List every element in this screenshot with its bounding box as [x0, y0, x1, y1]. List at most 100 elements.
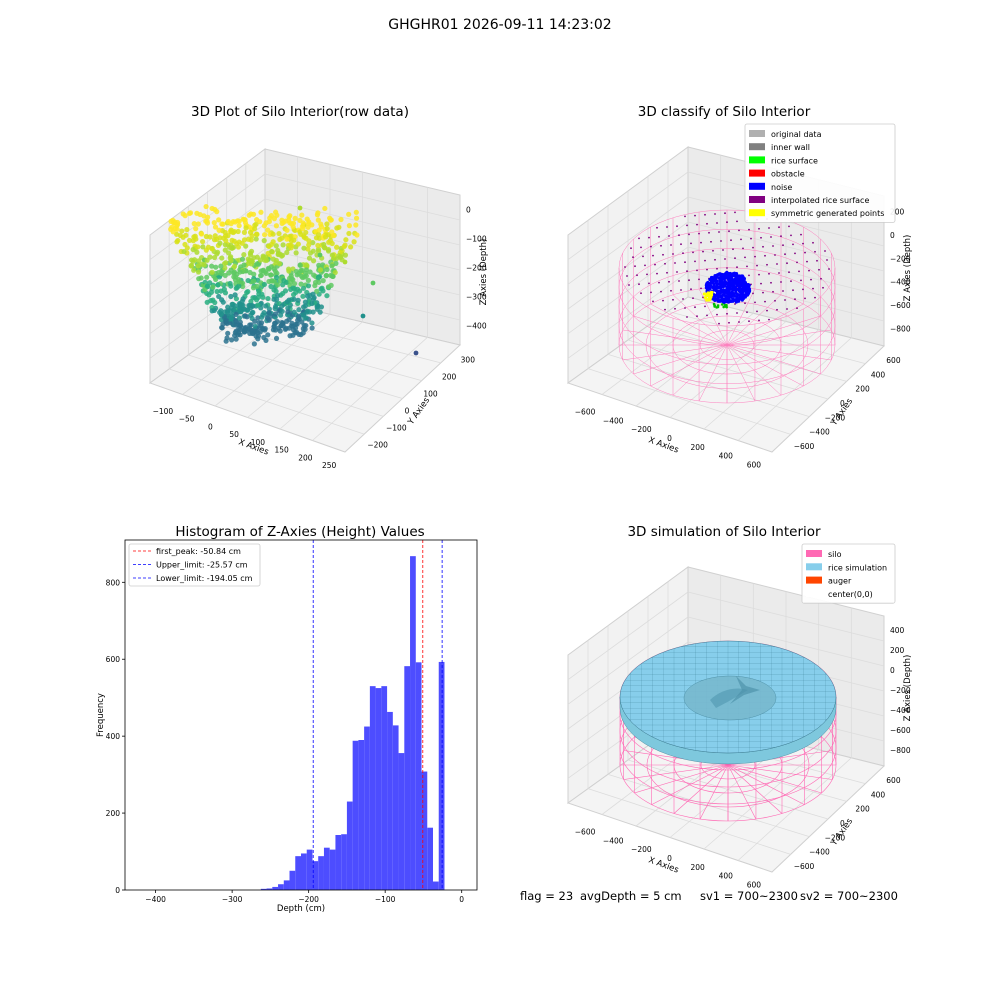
- classify-noise-point: [742, 281, 746, 286]
- raw-data-point: [343, 237, 349, 243]
- raw-data-point: [286, 266, 292, 272]
- raw-data-point: [218, 263, 224, 269]
- raw-data-point: [354, 232, 360, 238]
- histogram-bar: [266, 888, 273, 890]
- raw-z-tick: −300: [466, 293, 487, 302]
- raw-data-point: [279, 303, 285, 309]
- raw-data-point: [284, 236, 290, 242]
- raw-data-point: [325, 247, 332, 253]
- raw-data-point: [294, 321, 300, 327]
- classify-noise-point: [711, 285, 715, 289]
- classify-symmetric-point: [707, 292, 711, 296]
- classify-noise-point: [711, 297, 715, 301]
- classify-symmetric-point: [709, 290, 714, 295]
- raw-data-point: [188, 263, 194, 269]
- simulation-plot-title: 3D simulation of Silo Interior: [627, 524, 821, 540]
- classify-noise-point: [719, 297, 724, 302]
- raw-data-point: [280, 242, 286, 248]
- classify-noise-point: [731, 291, 735, 296]
- classify-z-label: Z Axies (Depth): [903, 235, 913, 302]
- histogram-bar: [381, 686, 388, 890]
- raw-data-point: [280, 282, 286, 288]
- raw-data-point: [240, 325, 247, 331]
- classify-rice-point: [712, 302, 716, 306]
- classify-y-tick: −200: [825, 413, 846, 422]
- classify-noise-point: [710, 276, 714, 280]
- classify-noise-point: [722, 298, 726, 302]
- raw-data-point: [353, 209, 359, 215]
- raw-data-point: [253, 217, 260, 223]
- raw-data-point: [306, 219, 312, 225]
- raw-data-point: [351, 239, 357, 245]
- raw-data-point: [262, 257, 268, 263]
- raw-data-point: [191, 267, 197, 273]
- raw-data-point: [324, 266, 330, 273]
- raw-data-point: [239, 298, 245, 304]
- classify-legend-label: interpolated rice surface: [771, 196, 869, 205]
- raw-data-point: [196, 258, 202, 264]
- raw-y-label: Y Axies: [406, 395, 433, 427]
- raw-data-point: [334, 225, 340, 231]
- raw-x-tick: 200: [298, 453, 313, 462]
- raw-data-point: [241, 252, 247, 258]
- classify-x-tick: 400: [719, 452, 734, 461]
- simulation-x-tick: −600: [575, 827, 596, 836]
- raw-data-point: [209, 269, 215, 275]
- raw-data-point: [298, 281, 304, 287]
- raw-plot-title: 3D Plot of Silo Interior(row data): [191, 104, 409, 120]
- raw-data-point: [353, 222, 359, 228]
- raw-data-point: [248, 248, 255, 254]
- classify-legend-label: inner wall: [771, 143, 810, 152]
- raw-data-point: [228, 257, 234, 264]
- classify-noise-point: [733, 285, 738, 290]
- simulation-y-tick: 0: [840, 819, 845, 828]
- raw-data-point: [225, 330, 231, 336]
- raw-data-point: [225, 218, 231, 225]
- classify-noise-point: [727, 286, 731, 290]
- raw-data-point: [291, 285, 298, 292]
- raw-data-point: [285, 305, 291, 311]
- raw-z-tick: −200: [466, 264, 487, 273]
- raw-z-tick: −100: [466, 235, 487, 244]
- classify-noise-point: [736, 282, 740, 286]
- raw-data-point: [229, 237, 235, 243]
- raw-data-point: [219, 325, 225, 331]
- raw-data-point: [310, 296, 317, 302]
- raw-data-point: [213, 264, 219, 270]
- raw-data-point: [211, 220, 217, 226]
- raw-data-point: [346, 223, 352, 229]
- raw-data-point: [321, 245, 328, 251]
- raw-data-point: [273, 288, 279, 294]
- panel-histogram: Histogram of Z-Axies (Height) Values −40…: [96, 524, 478, 914]
- raw-data-point: [174, 226, 180, 232]
- panel-raw-3d: 3D Plot of Silo Interior(row data) −100 −…: [148, 104, 489, 470]
- raw-data-point: [272, 305, 278, 312]
- raw-data-point: [307, 269, 313, 275]
- classify-noise-point: [738, 279, 742, 283]
- raw-data-point: [320, 288, 326, 294]
- classify-noise-point: [721, 293, 725, 297]
- classify-noise-point: [735, 297, 739, 302]
- raw-data-point: [255, 315, 261, 321]
- raw-data-point: [296, 307, 302, 313]
- classify-x-tick: 600: [747, 461, 762, 470]
- raw-data-point: [342, 259, 348, 265]
- raw-data-point: [204, 283, 211, 289]
- histogram-bar: [433, 881, 439, 890]
- raw-data-point: [315, 246, 322, 253]
- raw-data-point: [203, 218, 209, 224]
- histogram-bar: [438, 661, 445, 890]
- raw-data-point: [271, 296, 277, 302]
- raw-data-point: [413, 350, 419, 356]
- raw-data-point: [318, 221, 324, 227]
- raw-data-point: [326, 239, 332, 245]
- histogram-y-tick: 800: [106, 578, 121, 587]
- simulation-z-tick: −200: [890, 686, 911, 695]
- raw-data-point: [196, 276, 202, 282]
- raw-data-point: [342, 242, 348, 248]
- raw-data-point: [305, 293, 311, 299]
- classify-rice-point: [716, 304, 720, 307]
- raw-data-point: [310, 291, 316, 297]
- simulation-y-tick: 400: [871, 790, 886, 799]
- raw-data-point: [298, 331, 304, 338]
